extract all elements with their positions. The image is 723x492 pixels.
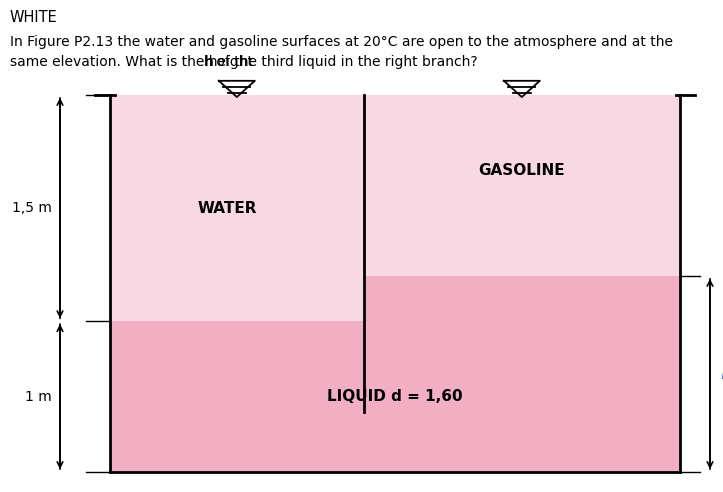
Bar [110, 321, 364, 472]
Text: WHITE: WHITE [10, 10, 58, 25]
Text: of the third liquid in the right branch?: of the third liquid in the right branch? [213, 55, 478, 69]
Text: h: h [720, 365, 723, 383]
Bar [110, 95, 364, 321]
Text: In Figure P2.13 the water and gasoline surfaces at 20°C are open to the atmosphe: In Figure P2.13 the water and gasoline s… [10, 35, 673, 49]
Text: same elevation. What is the height: same elevation. What is the height [10, 55, 257, 69]
Text: 1,5 m: 1,5 m [12, 201, 52, 215]
Text: WATER: WATER [197, 201, 257, 215]
Text: GASOLINE: GASOLINE [479, 163, 565, 178]
Text: 1 m: 1 m [25, 390, 52, 403]
Bar [364, 95, 680, 276]
Bar [364, 276, 680, 472]
Text: LIQUID d = 1,60: LIQUID d = 1,60 [328, 389, 463, 404]
Text: h: h [205, 55, 214, 69]
